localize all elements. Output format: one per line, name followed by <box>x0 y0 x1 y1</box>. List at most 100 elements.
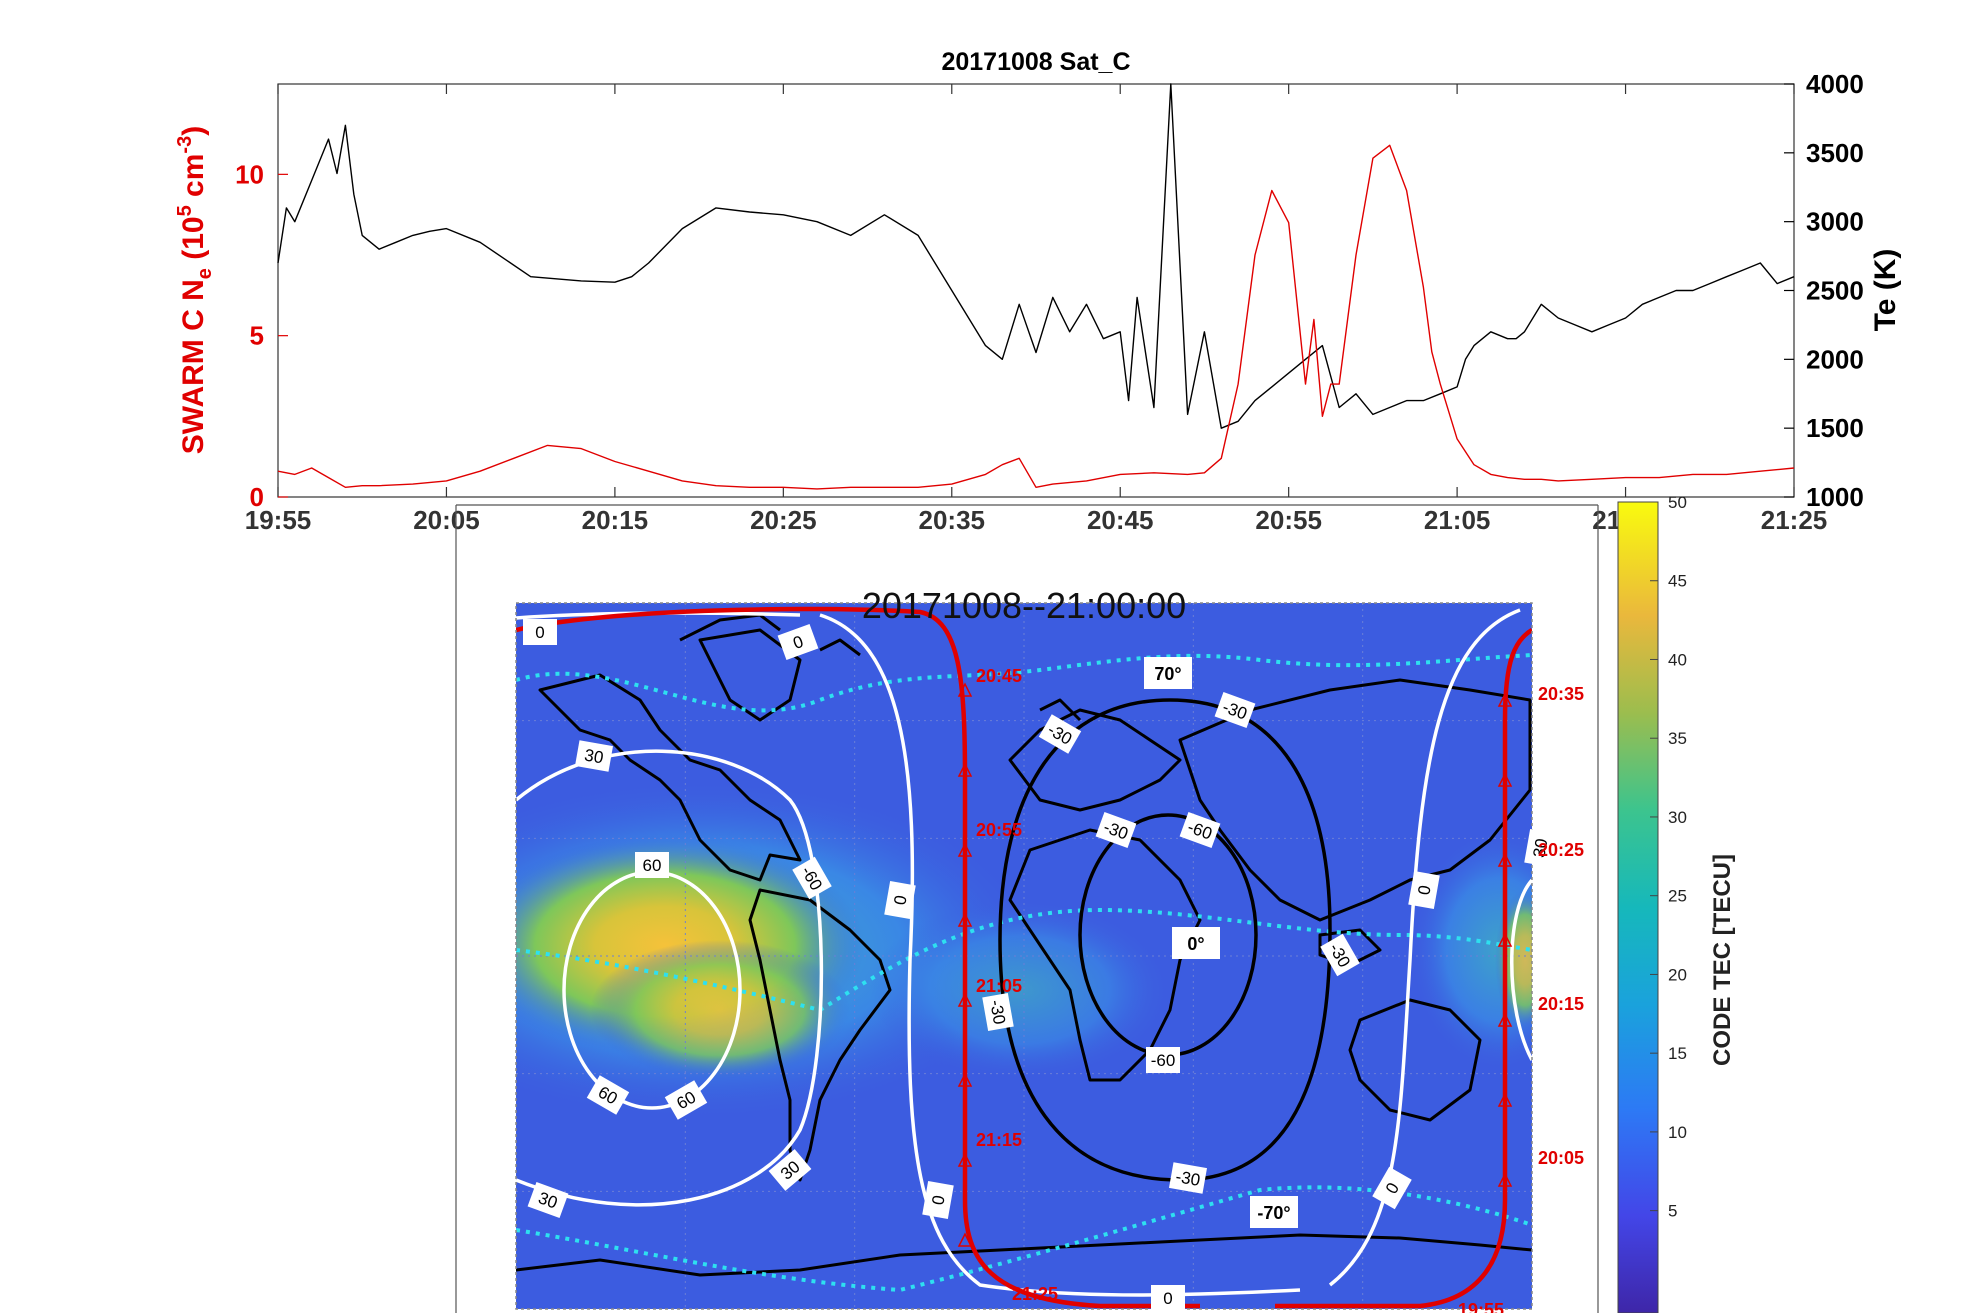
track-marker-west <box>957 762 973 777</box>
contour-label-text: 0 <box>890 894 910 907</box>
contour-label: -30 <box>1214 691 1256 729</box>
contour-label-text: -60 <box>1151 1051 1176 1070</box>
colorbar-gradient <box>1617 501 1659 1313</box>
coast-antarctica <box>516 1233 1532 1277</box>
contour-label-box <box>635 852 669 878</box>
colorbar-tick-label: 50 <box>1668 493 1687 512</box>
track-time-label: 20:15 <box>1538 994 1584 1014</box>
maglat-label-box <box>1144 657 1192 689</box>
contour-label: 60 <box>635 852 669 878</box>
maglat-label: -70° <box>1257 1203 1290 1223</box>
contour-label: 30 <box>575 740 613 772</box>
coast-europe <box>1008 708 1182 812</box>
track-marker-east <box>1497 1092 1513 1107</box>
map-title: 20171008--21:00:00 <box>862 585 1186 626</box>
right-tick-label: 1000 <box>1806 482 1864 512</box>
timeseries-panel: 20171008 Sat_C 19:55 20:05 20:15 20:25 20:35… <box>174 48 1902 535</box>
contour-label-box <box>1151 1285 1185 1311</box>
map-panel: 20171008--21:00:00 0 0 0 0 0 0 0 30 30 30 30 60 60 60… <box>455 493 1736 1313</box>
track-marker-west <box>957 842 973 857</box>
track-markers <box>957 682 1513 1247</box>
contour-label-box <box>792 856 832 900</box>
contour-label: 0 <box>1372 1166 1412 1210</box>
coastlines <box>516 613 1532 1277</box>
contour-0-west <box>819 613 1301 1297</box>
track-time-label: 21:25 <box>1012 1284 1058 1304</box>
track-marker-east <box>1497 932 1513 947</box>
right-tick-label: 2000 <box>1806 344 1864 374</box>
track-marker-east <box>1497 1012 1513 1027</box>
contour-label-box <box>777 623 819 661</box>
track-west <box>516 606 1200 1309</box>
left-tick-label: 0 <box>250 482 264 512</box>
x-tick-label: 20:15 <box>582 505 649 535</box>
coast-south-america <box>748 888 892 1182</box>
contour-30 <box>516 749 824 1207</box>
tec-hotspot-2 <box>590 940 850 1080</box>
colorbar-ticks: 5 10 15 20 25 30 35 40 45 50 <box>1650 493 1687 1221</box>
contour-label-box <box>1146 1047 1180 1073</box>
satellite-track <box>516 606 1532 1309</box>
maglat-label: 70° <box>1154 664 1181 684</box>
contour-label: 60 <box>664 1080 708 1120</box>
contour-label-text: 0 <box>535 623 544 642</box>
track-marker-west <box>957 992 973 1007</box>
track-time-label: 20:55 <box>976 820 1022 840</box>
colorbar-tick-label: 10 <box>1668 1123 1687 1142</box>
contour-label: 0 <box>777 623 819 661</box>
right-tick-label: 3500 <box>1806 138 1864 168</box>
timeseries-right-axis: 1000 1500 2000 2500 3000 3500 4000 <box>1784 69 1864 512</box>
contour-label: -30 <box>982 993 1014 1031</box>
left-axis-label: SWARM C Ne (105 cm-3) <box>174 126 216 454</box>
ne-series-line <box>277 144 1795 490</box>
timeseries-left-axis: 0 5 10 <box>235 159 288 512</box>
contour-label-box <box>586 1075 630 1115</box>
contour-label: 30 <box>1524 829 1556 867</box>
colorbar-tick-label: 40 <box>1668 650 1687 669</box>
track-marker-east <box>1497 852 1513 867</box>
contour-label: -60 <box>1146 1047 1180 1073</box>
contour-label: 0 <box>884 881 916 919</box>
contour-label-box <box>1372 1166 1412 1210</box>
contour-label: -30 <box>1095 811 1137 849</box>
coast-north-america <box>538 673 802 882</box>
x-tick-label: 21:05 <box>1424 505 1491 535</box>
coast-greenland <box>698 628 802 722</box>
tec-map <box>516 603 1532 1309</box>
x-tick-label: 21:25 <box>1761 505 1828 535</box>
track-marker-east <box>1497 1172 1513 1187</box>
coast-asia <box>1178 678 1532 922</box>
contour-label-box <box>664 1080 708 1120</box>
track-time-label: 20:35 <box>1538 684 1584 704</box>
track-time-label: 21:15 <box>976 1130 1022 1150</box>
track-time-label: 19:55 <box>1458 1300 1504 1313</box>
x-tick-label: 20:45 <box>1087 505 1154 535</box>
contour-label: 0 <box>1408 871 1440 909</box>
colorbar-label: CODE TEC [TECU] <box>1709 854 1736 1066</box>
contour-label-text: -30 <box>1174 1167 1202 1190</box>
timeseries-frame <box>277 83 1795 498</box>
right-axis-label: Te (K) <box>1869 249 1902 332</box>
timeseries-x-axis: 19:55 20:05 20:15 20:25 20:35 20:45 20:55 21:05… <box>245 84 1828 535</box>
timeseries-series <box>277 83 1795 490</box>
right-tick-label: 3000 <box>1806 207 1864 237</box>
contour-label: 0 <box>523 619 557 645</box>
tec-band-mid <box>870 900 1170 1080</box>
contour-label-box <box>523 619 557 645</box>
track-time-label: 20:45 <box>976 666 1022 686</box>
magnetic-latitude-labels: 70° 0° -70° <box>1144 657 1298 1228</box>
colorbar-tick-label: 15 <box>1668 1044 1687 1063</box>
timeseries-title: 20171008 Sat_C <box>941 48 1130 76</box>
contour-label-box <box>1169 1162 1207 1194</box>
contour-label-text: 0 <box>1163 1289 1172 1308</box>
contour-label-box <box>1179 811 1221 849</box>
colorbar-tick-label: 45 <box>1668 572 1687 591</box>
track-marker-west <box>957 1072 973 1087</box>
contour-label-box <box>1408 871 1440 909</box>
colorbar-tick-label: 20 <box>1668 965 1687 984</box>
left-tick-label: 10 <box>235 159 264 189</box>
colorbar-tick-label: 30 <box>1668 808 1687 827</box>
map-frame <box>515 602 1533 1310</box>
